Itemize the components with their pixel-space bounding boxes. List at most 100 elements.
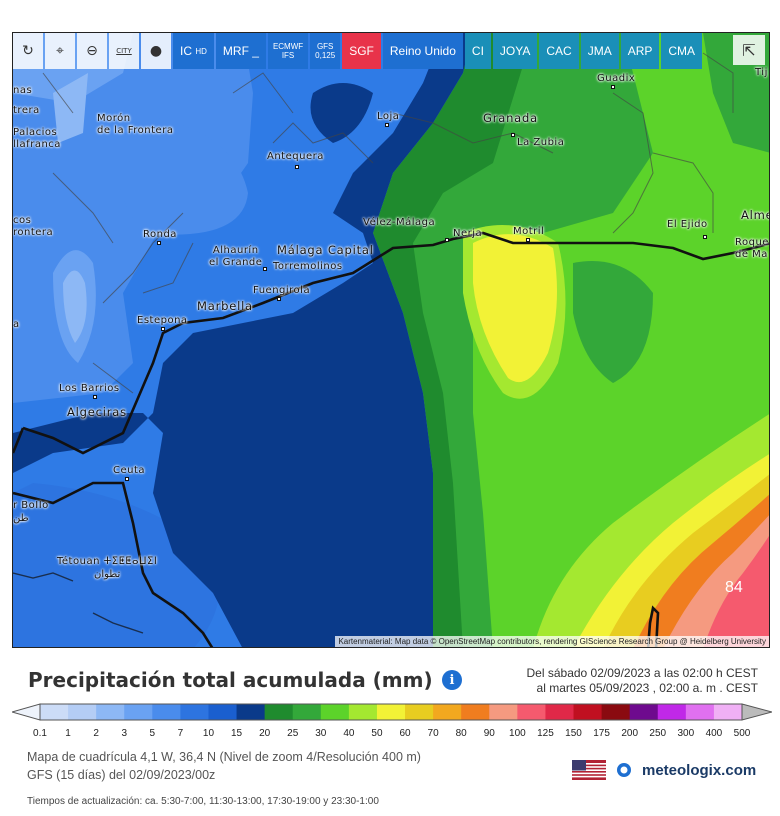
place-almeria: Alme xyxy=(741,208,769,222)
scale-swatch xyxy=(348,704,378,720)
model-jma[interactable]: JMA xyxy=(580,33,619,69)
us-flag-icon xyxy=(572,760,606,780)
scale-swatch xyxy=(433,704,462,720)
scale-swatch xyxy=(629,704,659,720)
scale-tick-label: 300 xyxy=(677,728,695,739)
info-icon[interactable]: i xyxy=(442,670,462,690)
place-nerja: Nerja xyxy=(453,228,483,239)
refresh-icon[interactable]: ↻ xyxy=(13,33,43,69)
scale-swatch xyxy=(264,704,294,720)
place-palacios: Palacios llafranca xyxy=(13,127,61,150)
scale-tick-label: 250 xyxy=(649,728,667,739)
place-roquetas: Roque de Ma xyxy=(735,237,769,260)
place-los-barrios: Los Barrios xyxy=(59,383,120,394)
place-velez-malaga: Vélez-Málaga xyxy=(363,217,436,228)
model-mrf[interactable]: MRF _ xyxy=(215,33,266,69)
place-la-zubia: La Zubia xyxy=(517,137,565,148)
scale-tick-label: 25 xyxy=(287,728,299,739)
model-ecmwf[interactable]: ECMWF IFS xyxy=(267,33,309,69)
scale-tick-label: 200 xyxy=(621,728,639,739)
meteologix-logo-icon xyxy=(617,763,631,777)
model-reino-unido[interactable]: Reino Unido xyxy=(382,33,463,69)
color-scale xyxy=(12,703,772,721)
scale-swatch xyxy=(180,704,209,720)
scale-tick-label: 0.1 xyxy=(33,728,47,739)
place-tetouan: Tétouan ⵜⵉⵟⵟⴰⵡⵉⵏ تطوان xyxy=(57,556,158,580)
scale-swatch xyxy=(461,704,490,720)
scale-tick-label: 70 xyxy=(427,728,439,739)
model-cma[interactable]: CMA xyxy=(661,33,703,69)
scale-swatch xyxy=(68,704,97,720)
city-marker xyxy=(125,477,129,481)
place-trera: trera xyxy=(13,105,40,116)
balloon-icon[interactable]: ● xyxy=(141,33,171,69)
scale-swatch xyxy=(208,704,238,720)
city-marker xyxy=(703,235,707,239)
model-info: GFS (15 días) del 02/09/2023/00z xyxy=(27,768,216,782)
scale-tick-label: 7 xyxy=(177,728,184,739)
place-nas: nas xyxy=(13,85,33,96)
model-arp[interactable]: ARP xyxy=(620,33,660,69)
place-loja: Loja xyxy=(377,111,400,122)
scale-tick-label: 15 xyxy=(230,728,243,739)
place-alhaurin: Alhaurín el Grande xyxy=(209,245,263,268)
map-attribution[interactable]: Kartenmaterial: Map data © OpenStreetMap… xyxy=(335,636,769,647)
model-sgf[interactable]: SGF xyxy=(342,33,381,69)
share-icon[interactable]: ⇱ xyxy=(733,35,765,65)
model-joya[interactable]: JOYA xyxy=(492,33,538,69)
scale-tick-label: 30 xyxy=(315,728,327,739)
model-cac[interactable]: CAC xyxy=(539,33,579,69)
place-moron: Morón de la Frontera xyxy=(97,113,174,136)
place-tij: Tij xyxy=(755,67,768,78)
scale-tick-label: 90 xyxy=(483,728,495,739)
scale-tick-label: 500 xyxy=(733,728,751,739)
scale-tick-label: 60 xyxy=(399,728,411,739)
grid-info: Mapa de cuadrícula 4,1 W, 36,4 N (Nivel … xyxy=(27,750,421,764)
scale-tick-label: 80 xyxy=(455,728,467,739)
scale-arrow-right xyxy=(741,703,772,721)
place-marbella: Marbella xyxy=(197,299,253,313)
city-marker xyxy=(161,327,165,331)
scale-swatch xyxy=(545,704,575,720)
scale-swatch xyxy=(124,704,153,720)
period-line-1: Del sábado 02/09/2023 a las 02:00 h CEST xyxy=(526,666,759,680)
zoom-out-icon[interactable]: ⊖ xyxy=(77,33,107,69)
scale-swatch xyxy=(685,704,715,720)
period-line-2: al martes 05/09/2023 , 02:00 a. m . CEST xyxy=(536,681,758,695)
scale-swatch xyxy=(657,704,687,720)
place-r-bolio: r BoIIo طن xyxy=(13,500,49,524)
scale-swatch xyxy=(517,704,546,720)
model-gfs[interactable]: GFS 0,125 xyxy=(310,33,341,69)
place-fuengirola: Fuengirola xyxy=(253,285,311,296)
scale-swatch xyxy=(320,704,350,720)
place-granada: Granada xyxy=(483,111,538,125)
scale-tick-label: 150 xyxy=(565,728,582,739)
scale-tick-label: 175 xyxy=(593,728,610,739)
place-malaga-capital: Málaga Capital xyxy=(277,243,374,257)
place-ronda: Ronda xyxy=(143,229,177,240)
scale-tick-label: 1 xyxy=(65,728,71,739)
location-pin-icon[interactable]: ⌖ xyxy=(45,33,75,69)
scale-swatch xyxy=(40,704,69,720)
place-algeciras: Algeciras xyxy=(67,405,127,419)
model-ic[interactable]: IC HD xyxy=(173,33,214,69)
place-el-ejido: El Ejido xyxy=(667,219,708,230)
scale-outline xyxy=(39,703,743,721)
legend-title: Precipitación total acumulada (mm) xyxy=(28,668,433,692)
scale-arrow-left xyxy=(12,703,41,721)
scale-tick-label: 400 xyxy=(705,728,723,739)
place-a: a xyxy=(13,319,20,330)
scale-swatch xyxy=(96,704,125,720)
scale-tick-label: 100 xyxy=(509,728,526,739)
precipitation-map[interactable]: ↻ ⌖ ⊖ CITY ● IC HD MRF _ ECMWF IFS GFS 0,1… xyxy=(12,32,770,648)
scale-swatch xyxy=(601,704,631,720)
scale-tick-label: 3 xyxy=(121,728,128,739)
place-ceuta: Ceuta xyxy=(113,465,146,476)
city-marker xyxy=(295,165,299,169)
scale-swatch xyxy=(376,704,406,720)
scale-tick-label: 2 xyxy=(93,728,99,739)
place-torremolinos: Torremolinos xyxy=(273,261,343,272)
model-ci[interactable]: CI xyxy=(464,33,491,69)
brand[interactable]: meteologix.com xyxy=(572,760,756,780)
city-toggle[interactable]: CITY xyxy=(109,33,139,69)
